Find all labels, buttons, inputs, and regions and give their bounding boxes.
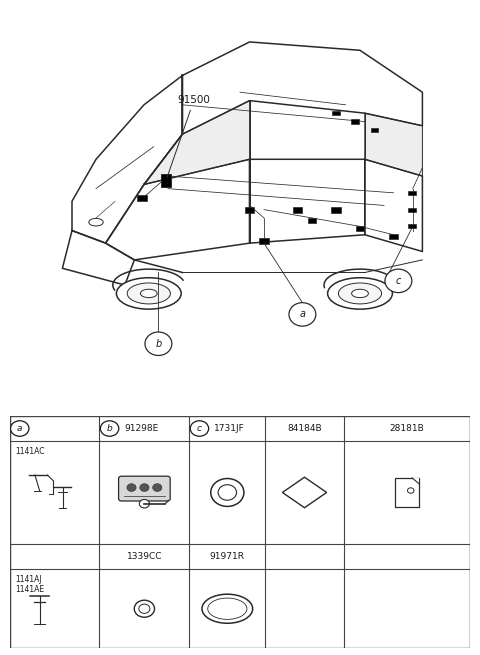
Circle shape bbox=[139, 500, 149, 508]
Circle shape bbox=[100, 421, 119, 436]
Text: 1731JF: 1731JF bbox=[214, 424, 245, 433]
Bar bbox=[308, 217, 316, 223]
Text: 28181B: 28181B bbox=[390, 424, 424, 433]
Circle shape bbox=[190, 421, 209, 436]
Bar bbox=[356, 226, 364, 231]
Text: c: c bbox=[396, 276, 401, 286]
Polygon shape bbox=[182, 42, 422, 134]
Bar bbox=[351, 119, 359, 124]
Circle shape bbox=[139, 604, 150, 613]
Text: c: c bbox=[197, 424, 202, 433]
Bar bbox=[408, 208, 416, 212]
Bar bbox=[293, 207, 302, 212]
Circle shape bbox=[218, 485, 237, 500]
Text: 1141AE: 1141AE bbox=[15, 586, 44, 594]
Polygon shape bbox=[365, 113, 422, 176]
Bar bbox=[245, 207, 254, 212]
Circle shape bbox=[211, 479, 244, 506]
Bar bbox=[408, 191, 416, 195]
Bar bbox=[331, 207, 341, 212]
Bar bbox=[408, 224, 416, 229]
Polygon shape bbox=[282, 477, 326, 508]
Text: 1141AJ: 1141AJ bbox=[15, 575, 42, 584]
Text: b: b bbox=[107, 424, 112, 433]
Ellipse shape bbox=[140, 290, 157, 297]
Bar bbox=[371, 128, 378, 132]
Polygon shape bbox=[250, 159, 365, 243]
Text: b: b bbox=[155, 339, 162, 348]
Circle shape bbox=[140, 483, 149, 491]
Ellipse shape bbox=[327, 278, 392, 309]
FancyBboxPatch shape bbox=[119, 476, 170, 501]
Polygon shape bbox=[144, 101, 250, 185]
Text: 91500: 91500 bbox=[167, 95, 210, 178]
Polygon shape bbox=[365, 159, 422, 252]
Polygon shape bbox=[412, 478, 419, 484]
Ellipse shape bbox=[202, 594, 252, 624]
Ellipse shape bbox=[338, 283, 382, 304]
Bar bbox=[395, 478, 419, 507]
Circle shape bbox=[134, 600, 155, 617]
Text: 1339CC: 1339CC bbox=[127, 552, 162, 561]
Bar bbox=[161, 174, 171, 187]
Circle shape bbox=[153, 483, 162, 491]
Ellipse shape bbox=[117, 278, 181, 309]
Polygon shape bbox=[106, 159, 250, 260]
Ellipse shape bbox=[208, 598, 247, 620]
Circle shape bbox=[289, 303, 316, 326]
Circle shape bbox=[408, 488, 414, 493]
Bar bbox=[259, 238, 269, 244]
Text: 91298E: 91298E bbox=[124, 424, 158, 433]
Text: 91971R: 91971R bbox=[210, 552, 245, 561]
Bar bbox=[137, 195, 147, 201]
Ellipse shape bbox=[127, 283, 170, 304]
Bar bbox=[332, 111, 340, 115]
Text: 84184B: 84184B bbox=[287, 424, 322, 433]
Circle shape bbox=[145, 332, 172, 356]
Text: a: a bbox=[17, 424, 23, 433]
Circle shape bbox=[11, 421, 29, 436]
Polygon shape bbox=[72, 75, 182, 243]
Polygon shape bbox=[62, 231, 134, 285]
Ellipse shape bbox=[351, 290, 369, 297]
Text: a: a bbox=[300, 309, 305, 320]
Text: 1141AC: 1141AC bbox=[15, 447, 45, 456]
Circle shape bbox=[127, 483, 136, 491]
Bar bbox=[389, 234, 398, 239]
Ellipse shape bbox=[89, 218, 103, 226]
Circle shape bbox=[385, 269, 412, 293]
